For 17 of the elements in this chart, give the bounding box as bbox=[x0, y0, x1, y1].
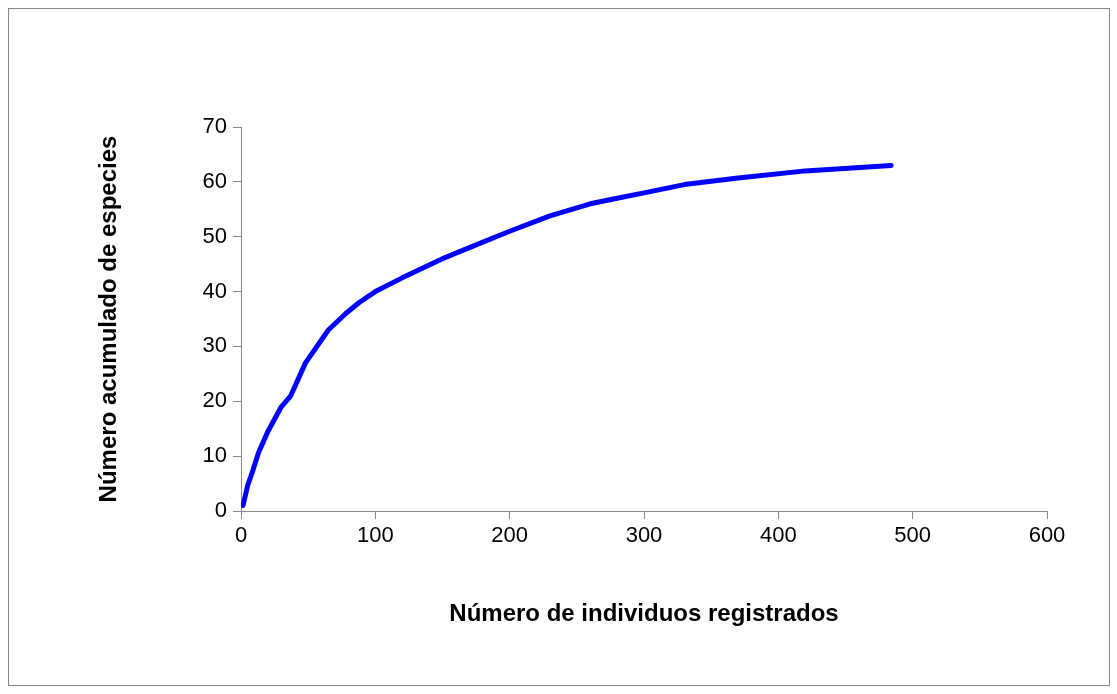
y-tick-label: 30 bbox=[202, 332, 227, 358]
y-tick-label: 60 bbox=[202, 167, 227, 193]
x-tick-label: 0 bbox=[234, 522, 248, 548]
y-tick-label: 10 bbox=[202, 442, 227, 468]
y-tick-label: 50 bbox=[202, 222, 227, 248]
x-tick-label: 100 bbox=[356, 522, 394, 548]
x-tick-label: 300 bbox=[625, 522, 663, 548]
x-tick-label: 400 bbox=[759, 522, 797, 548]
y-tick-label: 70 bbox=[202, 113, 227, 139]
y-axis-title: Número acumulado de especies bbox=[94, 135, 122, 503]
x-axis-title: Número de individuos registrados bbox=[449, 599, 839, 627]
y-tick-label: 40 bbox=[202, 277, 227, 303]
x-tick-label: 500 bbox=[894, 522, 932, 548]
y-tick-label: 0 bbox=[214, 497, 227, 523]
x-tick-label: 200 bbox=[491, 522, 529, 548]
x-tick-label: 600 bbox=[1028, 522, 1066, 548]
y-tick-label: 20 bbox=[202, 387, 227, 413]
